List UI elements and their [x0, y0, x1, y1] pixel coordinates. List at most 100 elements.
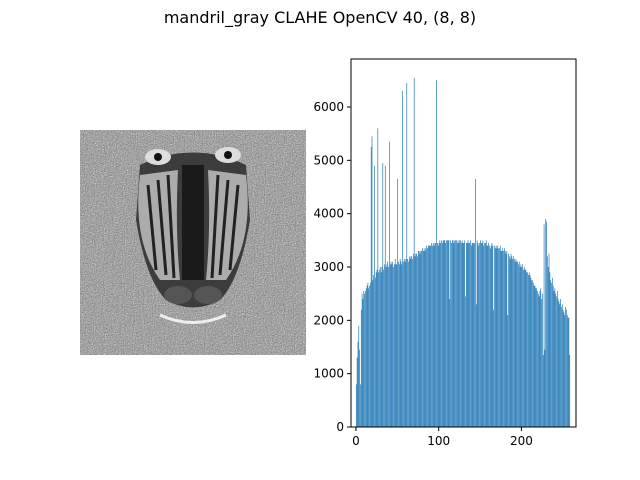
histogram-bar: [448, 240, 450, 427]
histogram-bar: [432, 243, 434, 427]
histogram-bar: [396, 264, 398, 427]
histogram-bar: [463, 243, 465, 427]
histogram-bar: [548, 253, 550, 427]
histogram-bar: [426, 245, 427, 427]
histogram-bar: [406, 83, 408, 427]
histogram-bar: [484, 243, 485, 427]
histogram-bar: [568, 317, 570, 427]
histogram-bar: [542, 293, 543, 427]
histogram-bar: [433, 245, 435, 427]
histogram-bar: [469, 243, 470, 427]
histogram-bar: [405, 259, 407, 427]
histogram-bar: [547, 267, 549, 427]
histogram-bar: [475, 304, 477, 427]
histogram-bar: [403, 261, 404, 427]
histogram-bar: [528, 272, 530, 427]
histogram-bar: [457, 240, 459, 427]
histogram-bar: [508, 253, 509, 427]
histogram-bar: [528, 275, 529, 427]
histogram-bar: [521, 267, 523, 427]
histogram-bar: [417, 256, 418, 427]
histogram-bar: [442, 240, 444, 427]
histogram-bar: [556, 296, 557, 427]
histogram-bar: [489, 245, 490, 427]
histogram-bar: [497, 245, 499, 427]
histogram-bar: [513, 256, 514, 427]
histogram-bar: [465, 296, 466, 427]
histogram-bar: [373, 275, 375, 427]
histogram-bar: [422, 248, 423, 427]
histogram-bar: [437, 243, 438, 427]
histogram-bar: [418, 251, 419, 427]
histogram-bar: [470, 240, 471, 427]
histogram-bar: [455, 240, 456, 427]
histogram-bar: [383, 269, 384, 427]
histogram-bar: [547, 256, 548, 427]
histogram-bar: [530, 277, 532, 427]
histogram-bar: [499, 245, 501, 427]
histogram-bar: [400, 261, 402, 427]
histogram-bar: [453, 243, 455, 427]
histogram-bar: [452, 240, 454, 427]
histogram-bar: [554, 288, 556, 427]
histogram-bar: [409, 259, 411, 427]
histogram-bar: [498, 248, 499, 427]
histogram-bar: [445, 243, 446, 427]
histogram-bar: [486, 245, 488, 427]
histogram-bar: [560, 299, 561, 427]
histogram-bar: [505, 253, 507, 427]
histogram-bar: [422, 251, 424, 427]
histogram-bar: [365, 288, 367, 427]
histogram-bar: [509, 256, 510, 427]
histogram-bar: [532, 280, 533, 427]
histogram-bar: [491, 243, 493, 427]
histogram-bar: [519, 267, 521, 427]
histogram-bar: [362, 299, 364, 427]
histogram-bar: [470, 245, 472, 427]
histogram-bar: [525, 269, 527, 427]
histogram-bar: [537, 293, 539, 427]
histogram-bar: [558, 301, 560, 427]
histogram-bar: [364, 293, 365, 427]
histogram-bar: [557, 299, 559, 427]
histogram-bar: [536, 288, 537, 427]
histogram-bar: [413, 253, 414, 427]
histogram-bar: [363, 291, 365, 427]
histogram-bar: [424, 251, 426, 427]
histogram-bar: [534, 285, 536, 427]
histogram-bar: [485, 240, 487, 427]
histogram-bar: [532, 283, 534, 427]
histogram-bar: [394, 259, 396, 427]
histogram-bar: [506, 251, 508, 427]
histogram-bar: [539, 291, 541, 427]
histogram-bar: [398, 264, 400, 427]
histogram-bar: [516, 261, 518, 427]
histogram-bar: [476, 240, 478, 427]
histogram-bar: [561, 304, 563, 427]
histogram-bar: [414, 256, 416, 427]
x-tick-label: 0: [352, 434, 360, 448]
histogram-bar: [495, 245, 497, 427]
histogram-bar: [466, 243, 468, 427]
histogram-bar: [464, 240, 466, 427]
histogram-bar: [361, 293, 363, 427]
histogram-bar: [487, 245, 489, 427]
histogram-bar: [522, 264, 523, 427]
histogram-bar: [410, 256, 412, 427]
histogram-bar: [518, 261, 520, 427]
histogram-bar: [420, 251, 422, 427]
histogram-bar: [408, 261, 409, 427]
histogram-bar: [356, 357, 358, 427]
x-tick-label: 200: [510, 434, 533, 448]
histogram-bar: [517, 261, 518, 427]
histogram-bar: [569, 355, 571, 427]
histogram-bar: [504, 251, 506, 427]
mandrill-face-icon: [80, 130, 306, 355]
histogram-bar: [475, 179, 476, 427]
histogram-bar: [456, 243, 458, 427]
histogram-bar: [477, 243, 479, 427]
histogram-bar: [439, 240, 441, 427]
histogram-bar: [478, 245, 480, 427]
histogram-bar: [504, 248, 505, 427]
